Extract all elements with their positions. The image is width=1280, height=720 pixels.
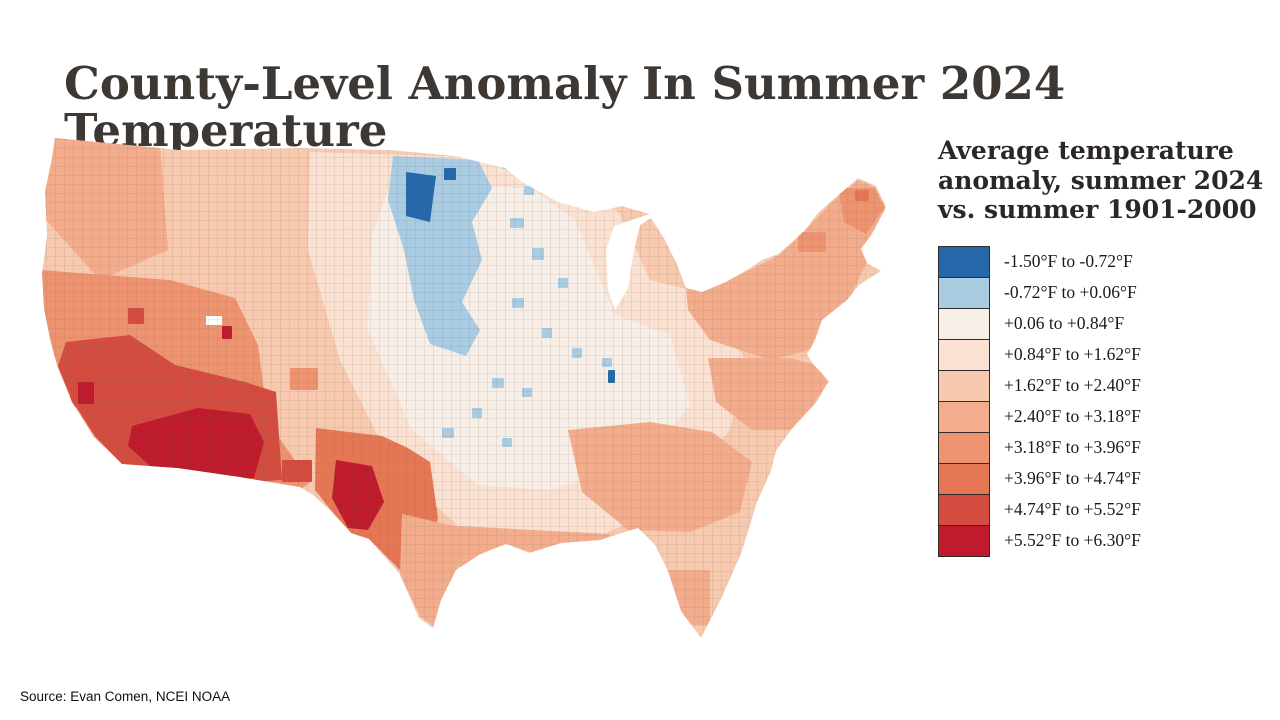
legend-swatch bbox=[938, 431, 990, 464]
us-choropleth-map bbox=[10, 130, 910, 675]
legend-label: +1.62°F to +2.40°F bbox=[1004, 375, 1141, 395]
legend-row: +1.62°F to +2.40°F bbox=[938, 369, 1274, 402]
legend-row: +0.84°F to +1.62°F bbox=[938, 338, 1274, 371]
legend-label: +0.84°F to +1.62°F bbox=[1004, 344, 1141, 364]
legend-row: +5.52°F to +6.30°F bbox=[938, 524, 1274, 557]
page-title: County-Level Anomaly In Summer 2024 Temp… bbox=[64, 57, 1066, 158]
source-attribution: Source: Evan Comen, NCEI NOAA bbox=[20, 689, 231, 704]
legend-label: -0.72°F to +0.06°F bbox=[1004, 282, 1137, 302]
map-county-spot bbox=[502, 160, 514, 169]
legend-label: +3.96°F to +4.74°F bbox=[1004, 468, 1141, 488]
legend-items: -1.50°F to -0.72°F -0.72°F to +0.06°F +0.0… bbox=[938, 245, 1274, 557]
legend-label: +5.52°F to +6.30°F bbox=[1004, 530, 1141, 550]
legend-swatch bbox=[938, 524, 990, 557]
legend-swatch bbox=[938, 369, 990, 402]
map-county-spot bbox=[480, 146, 494, 155]
legend-label: -1.50°F to -0.72°F bbox=[1004, 251, 1133, 271]
legend-swatch bbox=[938, 400, 990, 433]
legend-label: +3.18°F to +3.96°F bbox=[1004, 437, 1141, 457]
legend-swatch bbox=[938, 493, 990, 526]
legend-row: +3.18°F to +3.96°F bbox=[938, 431, 1274, 464]
legend-label: +0.06 to +0.84°F bbox=[1004, 313, 1125, 333]
map-legend: Average temperature anomaly, summer 2024… bbox=[938, 136, 1274, 557]
legend-row: -1.50°F to -0.72°F bbox=[938, 245, 1274, 278]
map-regions bbox=[42, 138, 886, 638]
legend-row: +3.96°F to +4.74°F bbox=[938, 462, 1274, 495]
legend-label: +4.74°F to +5.52°F bbox=[1004, 499, 1141, 519]
legend-row: +2.40°F to +3.18°F bbox=[938, 400, 1274, 433]
county-grid-overlay bbox=[42, 138, 886, 638]
legend-swatch bbox=[938, 245, 990, 278]
us-map-svg bbox=[42, 138, 886, 638]
legend-label: +2.40°F to +3.18°F bbox=[1004, 406, 1141, 426]
legend-swatch bbox=[938, 462, 990, 495]
legend-swatch bbox=[938, 276, 990, 309]
legend-swatch bbox=[938, 307, 990, 340]
legend-row: +0.06 to +0.84°F bbox=[938, 307, 1274, 340]
legend-swatch bbox=[938, 338, 990, 371]
legend-row: +4.74°F to +5.52°F bbox=[938, 493, 1274, 526]
legend-title: Average temperature anomaly, summer 2024… bbox=[938, 136, 1264, 224]
legend-row: -0.72°F to +0.06°F bbox=[938, 276, 1274, 309]
